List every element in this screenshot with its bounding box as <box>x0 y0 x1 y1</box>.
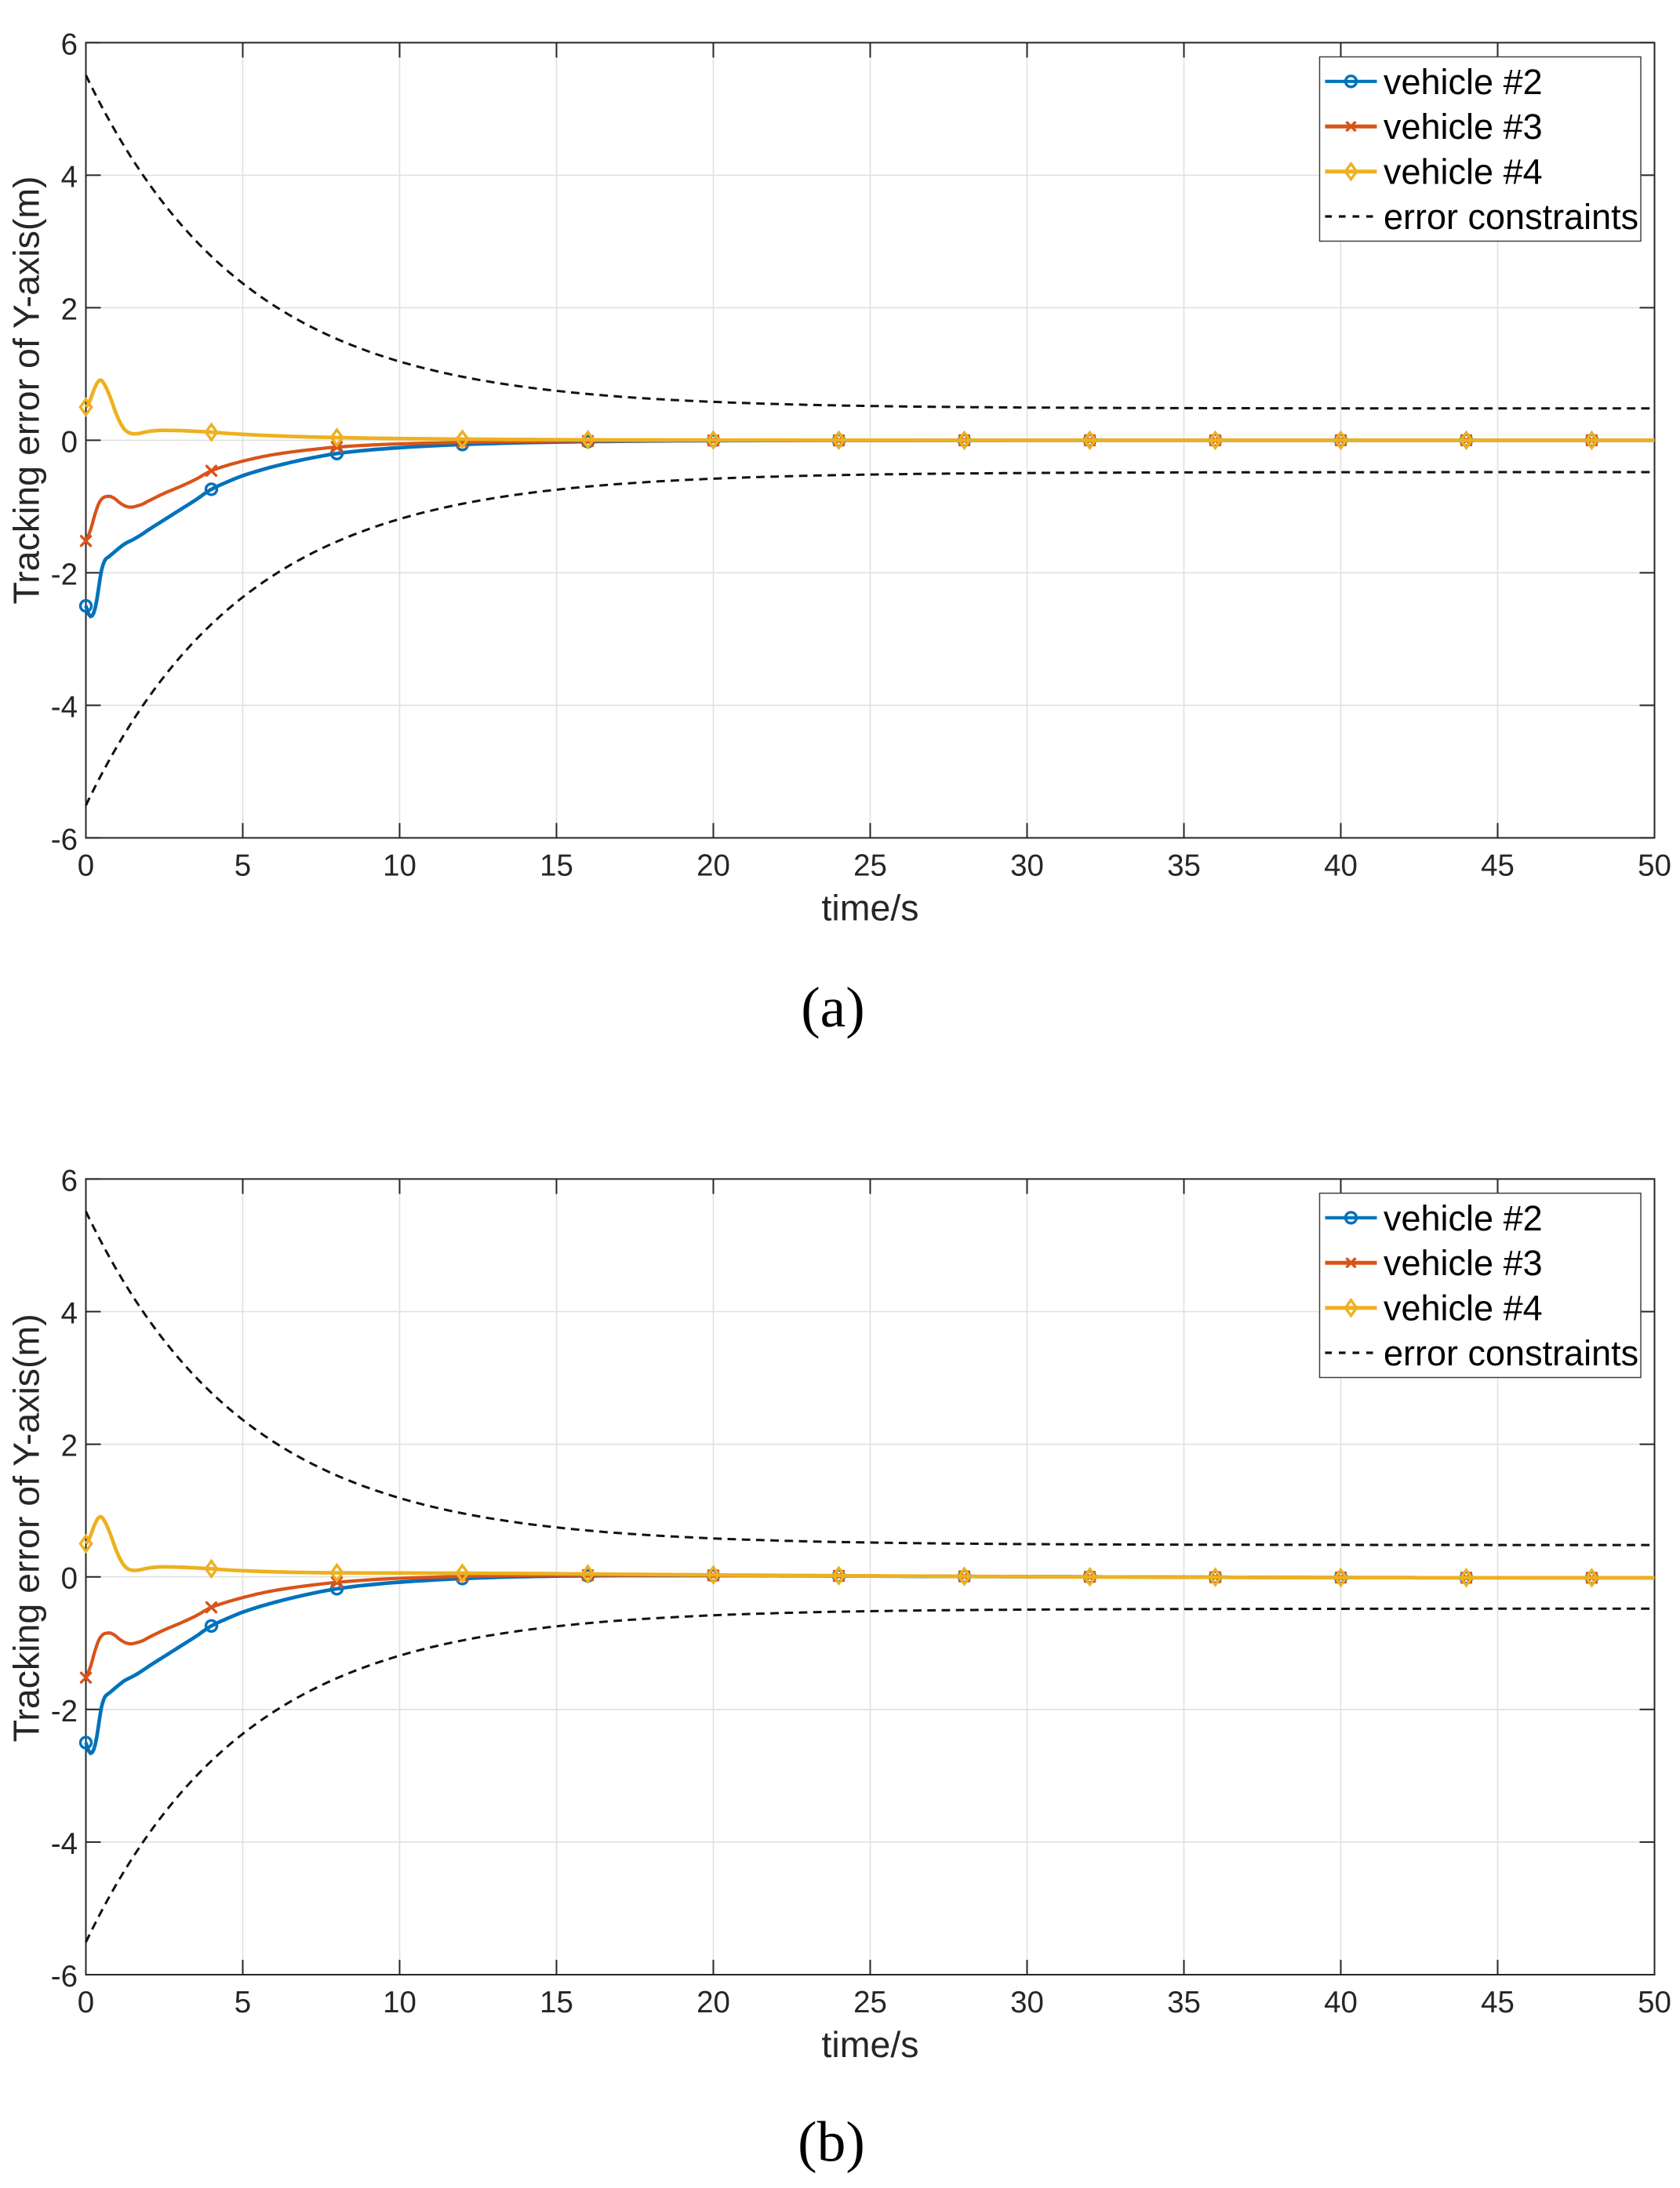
svg-text:5: 5 <box>235 1986 251 2019</box>
svg-text:4: 4 <box>61 160 78 194</box>
svg-text:6: 6 <box>61 1164 78 1198</box>
svg-text:6: 6 <box>61 27 78 61</box>
svg-text:25: 25 <box>853 849 887 883</box>
svg-text:4: 4 <box>61 1297 78 1331</box>
svg-text:15: 15 <box>540 1986 573 2019</box>
svg-text:35: 35 <box>1167 1986 1201 2019</box>
svg-text:(b): (b) <box>798 2110 865 2174</box>
svg-text:45: 45 <box>1481 849 1515 883</box>
svg-text:vehicle #4: vehicle #4 <box>1384 152 1543 192</box>
svg-text:(a): (a) <box>801 976 865 1039</box>
svg-text:2: 2 <box>61 293 78 326</box>
svg-text:40: 40 <box>1324 849 1358 883</box>
svg-text:time/s: time/s <box>821 887 918 928</box>
svg-text:-2: -2 <box>51 558 78 591</box>
svg-text:5: 5 <box>235 849 251 883</box>
svg-text:error constraints: error constraints <box>1384 1333 1638 1373</box>
svg-text:-4: -4 <box>51 1827 78 1861</box>
svg-text:0: 0 <box>61 425 78 459</box>
svg-text:vehicle #3: vehicle #3 <box>1384 1243 1543 1283</box>
svg-text:error constraints: error constraints <box>1384 197 1638 237</box>
svg-text:40: 40 <box>1324 1986 1358 2019</box>
svg-text:0: 0 <box>78 1986 94 2019</box>
svg-text:-4: -4 <box>51 690 78 724</box>
svg-text:-6: -6 <box>51 1960 78 1994</box>
svg-text:15: 15 <box>540 849 573 883</box>
svg-text:0: 0 <box>61 1562 78 1596</box>
svg-text:vehicle #3: vehicle #3 <box>1384 107 1543 147</box>
svg-text:45: 45 <box>1481 1986 1515 2019</box>
svg-text:Tracking error of Y-axis(m): Tracking error of Y-axis(m) <box>6 176 47 604</box>
svg-text:time/s: time/s <box>821 2024 918 2065</box>
svg-text:10: 10 <box>383 1986 416 2019</box>
svg-text:vehicle #4: vehicle #4 <box>1384 1288 1543 1328</box>
svg-text:0: 0 <box>78 849 94 883</box>
svg-text:50: 50 <box>1638 849 1671 883</box>
svg-text:Tracking error of Y-axis(m): Tracking error of Y-axis(m) <box>6 1314 47 1742</box>
svg-text:35: 35 <box>1167 849 1201 883</box>
svg-text:30: 30 <box>1010 1986 1044 2019</box>
svg-text:50: 50 <box>1638 1986 1671 2019</box>
svg-text:vehicle #2: vehicle #2 <box>1384 1198 1543 1238</box>
svg-text:2: 2 <box>61 1430 78 1463</box>
svg-text:-2: -2 <box>51 1695 78 1728</box>
svg-text:30: 30 <box>1010 849 1044 883</box>
svg-text:20: 20 <box>696 1986 730 2019</box>
svg-text:vehicle #2: vehicle #2 <box>1384 62 1543 102</box>
svg-text:10: 10 <box>383 849 416 883</box>
svg-text:-6: -6 <box>51 823 78 856</box>
svg-text:25: 25 <box>853 1986 887 2019</box>
svg-text:20: 20 <box>696 849 730 883</box>
